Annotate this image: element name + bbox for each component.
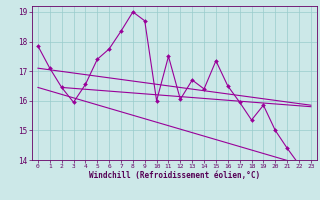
X-axis label: Windchill (Refroidissement éolien,°C): Windchill (Refroidissement éolien,°C): [89, 171, 260, 180]
